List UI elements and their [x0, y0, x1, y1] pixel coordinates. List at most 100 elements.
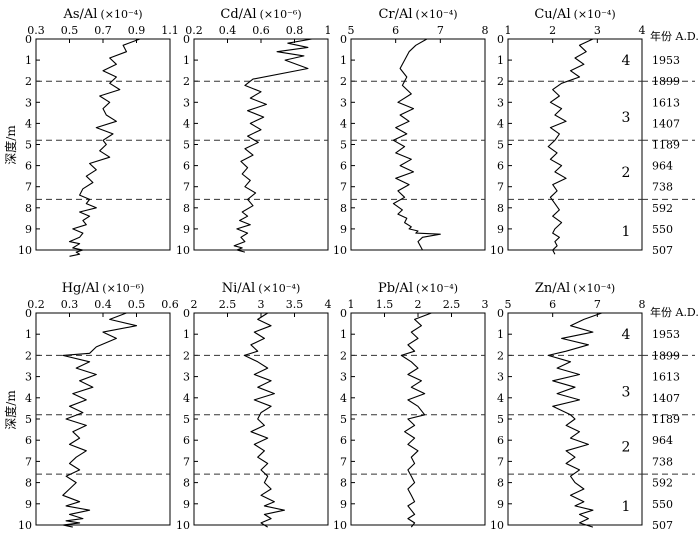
x-tick-label: 0.2: [185, 24, 203, 37]
panel-title-unit: (×10⁻⁶): [102, 282, 144, 295]
y-axis-label-top: 深度/m: [3, 125, 18, 165]
x-tick-label: 7: [594, 298, 601, 311]
age-label: 1189: [652, 139, 680, 152]
y-tick-label: 5: [497, 413, 504, 426]
y-tick-label: 4: [183, 117, 190, 130]
panel-title-unit: (×10⁻⁴): [100, 8, 142, 21]
age-column-label-bottom: 年份 A.D.: [650, 305, 699, 319]
panel-frame: [350, 38, 486, 251]
x-tick-label: 0.6: [161, 298, 179, 311]
x-tick-label: 4: [325, 298, 332, 311]
panel-frame: [35, 312, 171, 526]
y-tick-label: 10: [18, 244, 32, 257]
panel-title-unit: (×10⁻⁴): [573, 282, 615, 295]
y-tick-label: 6: [25, 434, 32, 447]
y-tick-label: 7: [497, 455, 504, 468]
x-tick-label: 3: [594, 24, 601, 37]
x-tick-label: 3: [482, 298, 489, 311]
age-label: 1613: [652, 371, 680, 384]
y-tick-label: 0: [340, 307, 347, 320]
y-tick-label: 4: [497, 117, 504, 130]
y-tick-label: 5: [183, 413, 190, 426]
panel-title-element: Cd/Al: [220, 7, 256, 22]
y-tick-label: 4: [340, 117, 347, 130]
x-tick-label: 2.5: [443, 298, 461, 311]
age-label: 592: [652, 477, 673, 490]
y-tick-label: 2: [183, 349, 190, 362]
x-tick-label: 0.2: [27, 298, 45, 311]
panel-title: As/Al (×10⁻⁴): [62, 7, 142, 22]
series-line: [547, 312, 602, 528]
x-tick-label: 0.8: [286, 24, 304, 37]
y-tick-label: 4: [340, 392, 347, 405]
y-tick-label: 2: [183, 75, 190, 88]
y-tick-label: 1: [183, 328, 190, 341]
y-tick-label: 7: [25, 181, 32, 194]
panel-title-unit: (×10⁻⁶): [260, 8, 302, 21]
y-tick-label: 0: [497, 33, 504, 46]
series-line: [547, 38, 594, 255]
y-tick-label: 10: [176, 519, 190, 532]
age-label: 507: [652, 244, 673, 257]
age-label: 1899: [652, 349, 680, 362]
y-tick-label: 10: [333, 519, 347, 532]
age-label: 1407: [652, 117, 680, 130]
panel-frame: [507, 38, 643, 251]
x-tick-label: 1: [348, 298, 355, 311]
x-tick-label: 0.4: [94, 298, 112, 311]
panels-group: As/Al (×10⁻⁴)0.3 0.5 0.7 0.9 1.1012345678910C…: [18, 7, 646, 532]
y-tick-label: 2: [340, 75, 347, 88]
y-tick-label: 5: [25, 139, 32, 152]
x-tick-label: 6: [392, 24, 399, 37]
y-tick-label: 9: [340, 498, 347, 511]
panel-title: Cr/Al (×10⁻⁴): [378, 7, 457, 22]
y-tick-label: 3: [183, 96, 190, 109]
panel-title-unit: (×10⁻⁴): [258, 282, 300, 295]
age-label: 964: [652, 434, 673, 447]
y-tick-label: 2: [340, 349, 347, 362]
panel-ni-al: Ni/Al (×10⁻⁴) 2 2.5 3 3.5 4 0 1 2 3 4 5 6 7 8 9 10: [176, 281, 332, 532]
y-tick-label: 1: [497, 328, 504, 341]
x-tick-label: 4: [639, 24, 646, 37]
y-tick-label: 2: [25, 75, 32, 88]
series-line: [62, 312, 138, 528]
y-tick-label: 8: [340, 477, 347, 490]
y-tick-label: 10: [490, 244, 504, 257]
age-label: 1613: [652, 96, 680, 109]
x-tick-label: 1: [505, 24, 512, 37]
x-tick-label: 2: [415, 298, 422, 311]
panel-frame: [193, 38, 329, 251]
age-label: 1189: [652, 413, 680, 426]
y-tick-label: 7: [340, 181, 347, 194]
panel-title: Zn/Al (×10⁻⁴): [535, 281, 615, 296]
y-tick-label: 1: [25, 328, 32, 341]
age-label: 964: [652, 160, 673, 173]
y-tick-label: 0: [183, 307, 190, 320]
y-tick-label: 1: [25, 54, 32, 67]
y-tick-label: 10: [176, 244, 190, 257]
x-tick-label: 1: [325, 24, 332, 37]
panel-title-element: Pb/Al: [378, 281, 413, 296]
panel-title-element: Cr/Al: [378, 7, 412, 22]
panel-title: Pb/Al (×10⁻⁴): [378, 281, 458, 296]
age-label: 1953: [652, 328, 680, 341]
x-tick-label: 0.9: [128, 24, 146, 37]
panel-frame: [350, 312, 486, 526]
y-tick-label: 9: [25, 498, 32, 511]
y-tick-label: 7: [183, 455, 190, 468]
y-tick-label: 5: [340, 139, 347, 152]
y-tick-label: 9: [183, 498, 190, 511]
panel-title-unit: (×10⁻⁴): [416, 282, 458, 295]
y-tick-label: 6: [497, 434, 504, 447]
y-tick-label: 8: [25, 477, 32, 490]
y-tick-label: 3: [497, 96, 504, 109]
series-line: [68, 38, 141, 257]
x-tick-label: 1.5: [376, 298, 394, 311]
y-tick-label: 5: [25, 413, 32, 426]
x-tick-label: 2: [191, 298, 198, 311]
y-tick-label: 3: [25, 96, 32, 109]
x-tick-label: 0.6: [252, 24, 270, 37]
zone-label: 1: [622, 224, 631, 240]
y-tick-label: 1: [340, 328, 347, 341]
y-tick-label: 5: [497, 139, 504, 152]
